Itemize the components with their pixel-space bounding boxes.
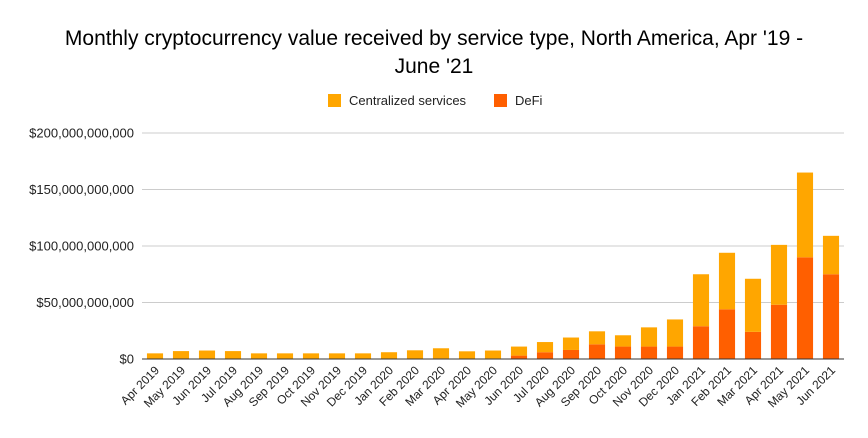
bar-centralized-services-mar-2020 <box>432 348 450 359</box>
y-axis-ticks: $0 $50,000,000,000 $100,000,000,000 $150,00… <box>29 126 134 367</box>
gridlines <box>142 132 844 303</box>
bar-centralized-services-oct-2019 <box>302 353 320 359</box>
legend-swatch-centralized <box>328 94 341 107</box>
bar-defi-feb-2021 <box>718 309 736 359</box>
bar-centralized-services-nov-2020 <box>640 327 658 347</box>
bars <box>146 172 840 359</box>
bar-centralized-services-apr-2021 <box>770 244 788 305</box>
bar-centralized-services-may-2021 <box>796 172 814 258</box>
legend-swatch-defi <box>494 94 507 107</box>
bar-defi-jul-2020 <box>536 352 554 359</box>
y-tick-label: $100,000,000,000 <box>29 239 134 254</box>
bar-centralized-services-feb-2021 <box>718 252 736 310</box>
bar-defi-oct-2020 <box>614 346 632 359</box>
bar-centralized-services-jul-2020 <box>536 342 554 353</box>
y-tick-label: $200,000,000,000 <box>29 126 134 141</box>
bar-centralized-services-jan-2021 <box>692 274 710 327</box>
bar-centralized-services-dec-2020 <box>666 319 684 347</box>
bar-centralized-services-jun-2020 <box>510 346 528 356</box>
bar-centralized-services-aug-2020 <box>562 337 580 350</box>
bar-centralized-services-sep-2020 <box>588 331 606 345</box>
legend-label-centralized: Centralized services <box>349 93 467 108</box>
legend: Centralized services DeFi <box>328 93 543 108</box>
bar-centralized-services-apr-2020 <box>458 351 476 359</box>
bar-centralized-services-jul-2019 <box>224 351 242 359</box>
bar-centralized-services-mar-2021 <box>744 278 762 332</box>
bar-defi-mar-2021 <box>744 331 762 359</box>
bar-defi-sep-2020 <box>588 344 606 359</box>
bar-centralized-services-dec-2019 <box>354 353 372 359</box>
chart-title-line-2: June '21 <box>395 55 474 78</box>
bar-centralized-services-may-2019 <box>172 351 190 359</box>
y-tick-label: $50,000,000,000 <box>36 295 134 310</box>
bar-centralized-services-apr-2019 <box>146 353 164 359</box>
bar-centralized-services-oct-2020 <box>614 335 632 347</box>
y-tick-label: $150,000,000,000 <box>29 182 134 197</box>
chart-title-line-1: Monthly cryptocurrency value received by… <box>65 27 803 50</box>
bar-centralized-services-sep-2019 <box>276 353 294 359</box>
bar-centralized-services-jan-2020 <box>380 352 398 359</box>
chart-title: Monthly cryptocurrency value received by… <box>65 27 803 78</box>
y-tick-label: $0 <box>120 352 134 367</box>
bar-centralized-services-jun-2021 <box>822 235 840 275</box>
bar-defi-aug-2020 <box>562 349 580 359</box>
bar-centralized-services-jun-2019 <box>198 350 216 359</box>
bar-centralized-services-aug-2019 <box>250 353 268 359</box>
bar-defi-jun-2020 <box>510 355 528 359</box>
bar-centralized-services-may-2020 <box>484 350 502 359</box>
bar-defi-dec-2020 <box>666 346 684 359</box>
bar-defi-jan-2021 <box>692 326 710 359</box>
bar-centralized-services-nov-2019 <box>328 353 346 359</box>
bar-defi-nov-2020 <box>640 346 658 359</box>
legend-label-defi: DeFi <box>515 93 543 108</box>
bar-defi-apr-2021 <box>770 304 788 359</box>
bar-defi-jun-2021 <box>822 274 840 359</box>
bar-defi-may-2021 <box>796 257 814 359</box>
bar-centralized-services-feb-2020 <box>406 350 424 359</box>
